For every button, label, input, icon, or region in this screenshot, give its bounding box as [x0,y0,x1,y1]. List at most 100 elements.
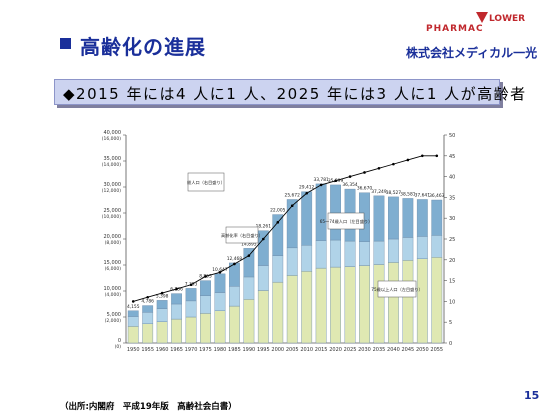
bar-age65-74 [200,295,211,314]
bar-age65-74 [416,236,428,259]
x-tick-label: 2055 [430,347,443,353]
bar-under65 [416,258,428,344]
bar-age65-74 [301,245,313,272]
annotation-box [225,226,259,244]
aging-rate-point [421,154,424,158]
source-note: （出所:内閣府 平成19年版 高齢社会白書） [60,402,237,412]
bar-age75plus [272,214,284,256]
bar-total-label: 10,647 [212,267,228,273]
x-tick-label: 1960 [156,347,169,353]
y-tick-label-right: 50 [449,133,455,139]
bar-total-label: 4,155 [127,304,140,310]
aging-rate-point [247,254,251,257]
y-tick-label-right: 40 [449,175,455,181]
aging-rate-point [175,287,178,291]
aging-rate-point [262,237,265,241]
annotation-label: 75歳以上人口（左目盛り） [371,286,422,293]
chart-panel: 0 (0) 5,000 (2,000) 10,000 (4,000) 15,000 (6,00… [78,111,474,400]
bar-total-label: 14,895 [241,241,257,247]
bar-total-label: 36,354 [342,182,358,188]
aging-rate-point [319,183,323,187]
y-tick-label-left-paren: (0) [115,344,122,350]
bar-age65-74 [185,300,197,318]
x-tick-label: 1995 [257,347,270,353]
annotation-label: 総人口（右目盛り） [187,179,225,186]
x-tick-label: 2000 [271,347,284,353]
bar-age75plus [373,195,385,242]
headline-text: ◆2015 年には4 人に1 人、2025 年には3 人に1 人が高齢者 [63,85,527,103]
y-tick-label-right: 5 [449,320,452,326]
bar-age75plus [156,300,168,309]
y-tick-label-left-paren: (16,000) [102,136,122,142]
bar-under65 [315,267,327,344]
bar-under65 [257,290,269,344]
bar-total-label: 12,468 [227,256,243,262]
y-tick-label-left-paren: (12,000) [102,188,122,194]
bar-age65-74 [272,255,284,283]
x-tick-label: 1975 [199,347,212,353]
annotation-box [187,172,225,192]
bar-total-label: 33,781 [313,177,329,183]
bar-total-label: 37,641 [415,192,431,198]
bar-total-label: 36,463 [429,193,445,199]
bar-under65 [229,305,240,344]
bar-age75plus [257,230,269,266]
y-tick-label-left-paren: (4,000) [105,292,122,298]
bar-under65 [214,310,226,344]
x-tick-label: 1990 [242,347,255,353]
bar-under65 [185,316,197,344]
aging-rate-point [377,166,381,170]
aging-rate-point [146,295,149,299]
aging-rate-point [290,204,294,208]
bar-under65 [431,256,443,344]
x-tick-label: 2015 [315,347,328,353]
annotation-label: 高齢化率（右目盛り） [221,232,263,239]
x-tick-label: 1980 [214,347,227,353]
aging-rate-point [435,154,439,158]
y-tick-label-left: 10,000 [104,286,122,292]
x-tick-label: 1955 [141,347,154,353]
bar-age75plus [171,293,182,305]
y-tick-label-right: 35 [449,195,455,201]
bar-total-label: 38,581 [400,191,416,197]
headline-banner: ◆2015 年には4 人に1 人、2025 年には3 人に1 人が高齢者 [54,79,525,105]
bar-age75plus [243,248,255,278]
x-tick-label: 2045 [401,347,414,353]
annotation-label: 65〜74歳人口（左目盛り） [320,218,373,225]
x-tick-label: 2005 [286,347,299,353]
bar-under65 [127,326,139,344]
y-tick-label-left-paren: (14,000) [102,162,122,168]
x-tick-label: 2030 [358,347,371,353]
bar-under65 [156,321,168,344]
y-tick-label-left-paren: (10,000) [102,214,122,220]
y-tick-label-left: 5,000 [107,312,121,318]
x-tick-label: 2040 [387,347,400,353]
y-tick-label-left: 0 [118,338,121,344]
x-tick-label: 2020 [329,347,342,353]
bar-total-label: 5,398 [156,293,169,299]
bar-age75plus [402,198,414,238]
y-tick-label-left: 20,000 [104,234,122,240]
bar-age65-74 [229,286,240,307]
x-tick-label: 1965 [170,347,183,353]
y-tick-label-left: 25,000 [104,208,122,214]
aging-chart: 0(0)5,000(2,000)10,000(4,000)15,000(6,00… [102,130,456,353]
y-tick-label-right: 15 [449,279,455,285]
bar-age75plus [330,184,341,241]
x-tick-label: 2025 [344,347,357,353]
aging-rate-point [363,171,366,174]
bar-age75plus [185,288,197,302]
bar-age65-74 [359,241,370,266]
aging-rate-point [131,300,135,303]
bar-under65 [142,323,154,344]
slide-title: 高齢化の進展 [80,35,206,59]
bar-under65 [344,266,356,344]
x-tick-label: 1950 [127,347,140,353]
bar-age75plus [431,199,443,236]
bar-age75plus [200,280,211,296]
bar-total-label: 36,670 [357,186,373,192]
aging-rate-point [160,291,164,295]
bar-total-label: 25,672 [285,192,301,198]
bar-age65-74 [330,239,341,268]
aging-rate-point [276,221,280,224]
